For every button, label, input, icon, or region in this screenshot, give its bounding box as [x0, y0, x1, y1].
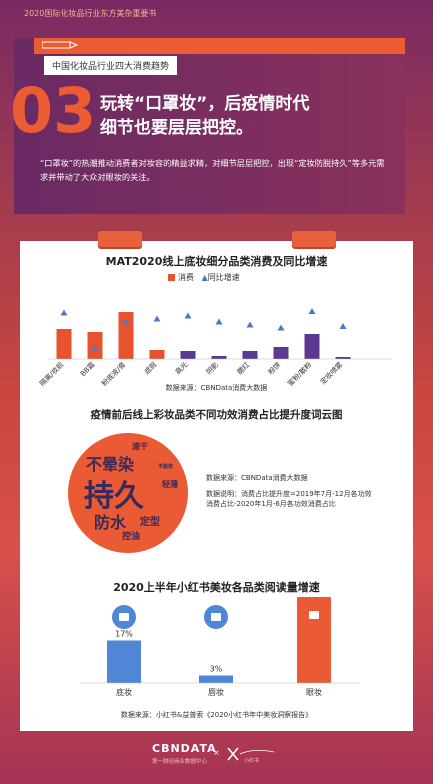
chart1-legend: 消费 ▲同比增速 [168, 272, 240, 283]
read-value-1: 3% [210, 665, 223, 674]
chart1-source: 数据来源：CBNData消费大数据 [165, 384, 268, 392]
category-label-4: 高光 [173, 360, 189, 376]
card-clip-left [98, 231, 142, 247]
section-tag: 中国化妆品行业四大消费趋势 [44, 56, 178, 75]
bar-6 [242, 351, 258, 359]
trend-number: 03 [10, 74, 97, 147]
read-category-2: 眼妆 [306, 687, 322, 697]
legend-bar-label: 消费 [178, 273, 194, 282]
word-w7: 定型 [140, 517, 160, 528]
data-card: MAT2020线上底妆细分品类消费及同比增速 消费 ▲同比增速 隔离/妆前 BB霜… [20, 231, 413, 731]
growth-marker-9 [339, 323, 347, 329]
category-label-1: BB霜 [79, 361, 96, 378]
growth-marker-8 [308, 308, 316, 314]
legend-bar-swatch [168, 274, 175, 281]
chart3-svg: 17%底妆3%唇妆36%眼妆 [80, 597, 360, 697]
word-w2: 不晕染 [86, 455, 135, 474]
category-label-6: 腮红 [235, 360, 251, 376]
read-bar-1 [199, 675, 233, 683]
legend-triangle-icon: ▲ [201, 273, 208, 282]
cloud-info-3: 消费占比-2020年1月-6月各功效消费占比 [206, 500, 336, 508]
partner-sub: 小红书 [244, 758, 260, 764]
category-label-7: 粉饼 [266, 360, 282, 376]
word-w1: 速干 [132, 442, 148, 451]
growth-marker-3 [153, 315, 161, 322]
category-label-5: 阴影 [204, 360, 220, 376]
cbndata-sub: 第一财经商业数据中心 [152, 759, 208, 765]
chart3-source: 数据来源：小红书&益普索《2020小红书年中美妆洞察报告》 [120, 711, 313, 719]
bar-0 [56, 329, 72, 359]
chart2-title: 疫情前后线上彩妆品类不同功效消费占比提升度词云图 [90, 409, 343, 421]
word-w3: 不脱妆 [158, 464, 174, 470]
card-clip-right [292, 231, 336, 247]
pencil-icon [42, 41, 78, 49]
word-w8: 控油 [122, 532, 141, 542]
read-value-0: 17% [115, 630, 133, 639]
growth-marker-6 [246, 321, 254, 328]
bar-3 [149, 350, 165, 359]
cbndata-logo: CBNDATA [152, 742, 217, 755]
growth-marker-4 [184, 312, 192, 319]
bar-7 [273, 347, 289, 359]
bar-5 [211, 356, 227, 359]
cloud-info: 数据来源：CBNData消费大数据 数据说明：消费占比提升度=2019年7月-1… [206, 473, 372, 509]
report-header: 2020国际化妆品行业东方美杂重要书 [24, 9, 157, 18]
headline-line-2: 细节也要层层把控。 [100, 118, 253, 138]
partner-logo-icon [227, 747, 275, 761]
read-category-1: 唇妆 [208, 687, 224, 697]
chart1-svg: 隔离/妆前 BB霜 粉底液/膏 遮瑕 高光 阴影 腮红 粉饼 蜜粉/散粉 定妆喷雾 [38, 308, 392, 387]
growth-marker-5 [215, 318, 223, 325]
hero-paragraph: “口罩妆”的热潮推动消费者对妆容的精益求精，对细节层层把控，出现“定妆防脱持久”… [40, 158, 385, 182]
cloud-info-2: 数据说明：消费占比提升度=2019年7月-12月各功效 [206, 490, 372, 498]
read-bar-0 [107, 640, 141, 683]
legend-tri-label: 同比增速 [207, 273, 240, 282]
chart3-title: 2020上半年小红书美妆各品类阅读量增速 [113, 581, 320, 594]
growth-marker-7 [277, 324, 285, 331]
bar-8 [304, 334, 320, 359]
word-w5: 轻薄 [162, 480, 178, 489]
hero-accent-bar [34, 38, 405, 54]
chart1-title: MAT2020线上底妆细分品类消费及同比增速 [105, 255, 328, 268]
bar-4 [180, 351, 196, 359]
growth-marker-2 [122, 318, 130, 325]
bar-2 [118, 312, 134, 359]
growth-marker-1 [91, 345, 99, 352]
hero-headline: 玩转“口罩妆”，后疫情时代 细节也要层层把控。 [100, 92, 390, 140]
bar-9 [335, 357, 351, 359]
collab-x: × [213, 748, 220, 757]
read-category-0: 底妆 [116, 687, 132, 697]
cloud-info-1: 数据来源：CBNData消费大数据 [206, 474, 308, 482]
headline-line-1: 玩转“口罩妆”，后疫情时代 [100, 94, 310, 114]
word-w4: 持久 [84, 479, 144, 514]
category-label-3: 遮瑕 [142, 360, 158, 376]
growth-marker-0 [60, 309, 68, 316]
word-cloud: 速干 不晕染 不脱妆 持久 轻薄 防水 定型 控油 [68, 433, 188, 553]
word-w6: 防水 [94, 513, 127, 532]
